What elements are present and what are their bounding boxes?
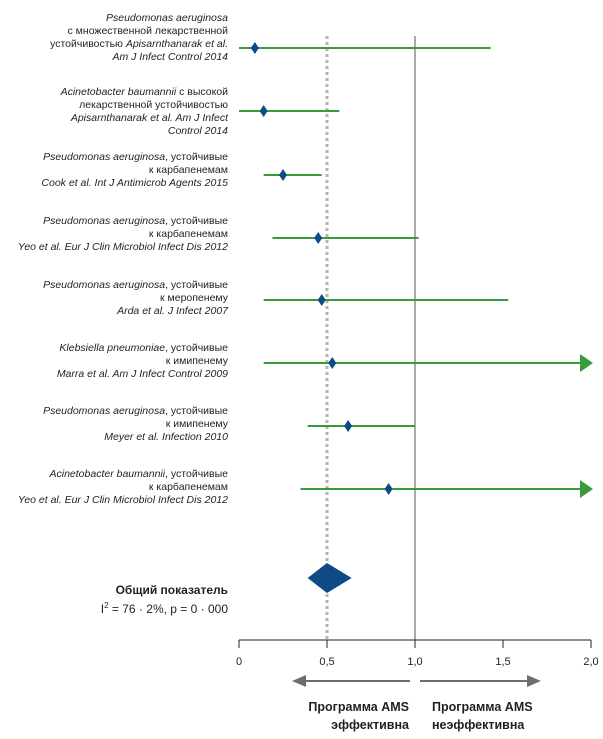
study-label-text: к карбапенемам — [148, 164, 228, 176]
study-label-italic: Acinetobacter baumannii — [60, 86, 177, 98]
study-label-line: Acinetobacter baumannii с высокой — [3, 86, 228, 99]
study-label-line: Yeo et al. Eur J Clin Microbiol Infect D… — [3, 241, 228, 254]
verdict-effective-line2: эффективна — [331, 718, 409, 732]
study-label-italic: Marra et al. Am J Infect Control 2009 — [56, 368, 228, 380]
study-label-line: лекарственной устойчивостью — [3, 99, 228, 112]
study-label: Pseudomonas aeruginosa, устойчивые к карб… — [3, 215, 228, 254]
study-label-text: к карбапенемам — [148, 481, 228, 493]
effect-marker — [259, 105, 268, 117]
pooled-title: Общий показатель — [115, 583, 228, 597]
study-label-italic: Yeo et al. Eur J Clin Microbiol Infect D… — [17, 241, 228, 253]
study-label-text: к имипенему — [165, 355, 228, 367]
study-label-text: к имипенему — [165, 418, 228, 430]
study-label-italic: Acinetobacter baumannii — [49, 468, 166, 480]
study-label-line: к имипенему — [3, 355, 228, 368]
x-tick-label: 1,0 — [407, 656, 422, 668]
study-label-line: к карбапенемам — [3, 228, 228, 241]
verdict-effective: Программа AMS эффективна — [308, 698, 409, 734]
study-label-text: устойчивостью — [50, 38, 126, 50]
study-label-italic: Klebsiella pneumoniae — [59, 342, 166, 354]
study-label-italic: Am J Infect Control 2014 — [112, 51, 228, 63]
study-label-line: Acinetobacter baumannii, устойчивые — [3, 468, 229, 481]
x-tick-label: 2,0 — [583, 656, 598, 668]
pooled-diamond — [307, 563, 352, 593]
effect-marker — [317, 294, 326, 306]
study-label-text: , устойчивые — [165, 342, 228, 354]
study-label-text: к карбапенемам — [148, 228, 228, 240]
study-label-line: Control 2014 — [3, 125, 228, 138]
study-label-text: , устойчивые — [165, 151, 228, 163]
study-label-line: к карбапенемам — [3, 164, 228, 177]
study-label-line: Arda et al. J Infect 2007 — [3, 305, 228, 318]
ci-arrow — [580, 354, 593, 372]
study-label-line: Marra et al. Am J Infect Control 2009 — [3, 368, 228, 381]
verdict-ineffective: Программа AMS неэффективна — [432, 698, 533, 734]
study-label-italic: Arda et al. J Infect 2007 — [117, 305, 228, 317]
ci-arrow — [580, 480, 593, 498]
study-label-text: , устойчивые — [165, 405, 228, 417]
study-label-text: лекарственной устойчивостью — [79, 99, 228, 111]
study-label-line: Meyer et al. Infection 2010 — [3, 431, 228, 444]
study-label: Pseudomonas aeruginosa, устойчивые к карб… — [3, 151, 228, 190]
x-tick-label: 1,5 — [495, 656, 510, 668]
study-label-line: Pseudomonas aeruginosa, устойчивые — [3, 405, 228, 418]
study-label-italic: Apisarnthanarak et al. — [125, 38, 228, 50]
study-label-italic: Pseudomonas aeruginosa — [43, 279, 166, 291]
study-label: Pseudomonas aeruginosa, устойчивые к имип… — [3, 405, 228, 444]
effect-marker — [384, 483, 393, 495]
i2-value: = 76 · 2%, p = 0 · 000 — [108, 602, 228, 616]
pooled-stats: I2 = 76 · 2%, p = 0 · 000 — [28, 601, 228, 616]
study-label-line: Pseudomonas aeruginosa, устойчивые — [3, 151, 228, 164]
study-label-text: , устойчивые — [165, 215, 228, 227]
favours-control-arrow-head — [527, 675, 541, 687]
study-label-line: устойчивостью Apisarnthanarak et al. — [3, 38, 228, 51]
study-label-italic: Apisarnthanarak et al. Am J Infect — [70, 112, 228, 124]
effect-marker — [344, 420, 353, 432]
effect-marker — [314, 232, 323, 244]
study-label-italic: Control 2014 — [167, 125, 228, 137]
effect-marker — [250, 42, 259, 54]
study-label-line: к карбапенемам — [3, 481, 228, 494]
study-label-italic: Pseudomonas aeruginosa — [43, 215, 166, 227]
study-label: Acinetobacter baumannii, устойчивые к кар… — [3, 468, 228, 507]
verdict-effective-line1: Программа AMS — [308, 700, 409, 714]
study-label-line: Am J Infect Control 2014 — [3, 51, 228, 64]
study-label-text: с высокой — [176, 86, 228, 98]
effect-marker — [328, 357, 337, 369]
study-label-line: с множественной лекарственной — [3, 25, 228, 38]
i2-exponent: 2 — [104, 601, 109, 610]
study-label-line: к меропенему — [3, 292, 228, 305]
study-label-line: Yeo et al. Eur J Clin Microbiol Infect D… — [3, 494, 228, 507]
study-label-italic: Cook et al. Int J Antimicrob Agents 2015 — [41, 177, 228, 189]
study-label-italic: Yeo et al. Eur J Clin Microbiol Infect D… — [17, 494, 228, 506]
study-label: Klebsiella pneumoniae, устойчивые к имипе… — [3, 342, 228, 381]
study-label-line: Apisarnthanarak et al. Am J Infect — [3, 112, 228, 125]
x-tick-label: 0 — [236, 656, 242, 668]
study-label-text: с множественной лекарственной — [67, 25, 228, 37]
study-label-line: Pseudomonas aeruginosa, устойчивые — [3, 279, 228, 292]
study-label: Pseudomonas aeruginosa, устойчивые к меро… — [3, 279, 228, 318]
x-tick-label: 0,5 — [319, 656, 334, 668]
effect-marker — [279, 169, 287, 181]
favours-ams-arrow-head — [292, 675, 306, 687]
study-label-line: Cook et al. Int J Antimicrob Agents 2015 — [3, 177, 228, 190]
i2-symbol: I — [100, 602, 105, 616]
study-label-italic: Pseudomonas aeruginosa — [43, 151, 166, 163]
verdict-ineffective-line1: Программа AMS — [432, 700, 533, 714]
study-label-text: к меропенему — [160, 292, 228, 304]
study-label-italic: Meyer et al. Infection 2010 — [104, 431, 228, 443]
study-label-italic: Pseudomonas aeruginosa — [105, 12, 228, 24]
verdict-ineffective-line2: неэффективна — [432, 718, 525, 732]
study-label-line: Pseudomonas aeruginosa — [3, 12, 228, 25]
study-label-line: Klebsiella pneumoniae, устойчивые — [3, 342, 228, 355]
study-label-line: Pseudomonas aeruginosa, устойчивые — [3, 215, 228, 228]
study-label: Acinetobacter baumannii с высокой лекарст… — [3, 86, 228, 138]
study-label: Pseudomonas aeruginosa с множественной ле… — [3, 12, 228, 64]
study-label-text: , устойчивые — [165, 279, 228, 291]
study-label-text: , устойчивые — [165, 468, 228, 480]
study-label-line: к имипенему — [3, 418, 228, 431]
study-label-italic: Pseudomonas aeruginosa — [43, 405, 166, 417]
